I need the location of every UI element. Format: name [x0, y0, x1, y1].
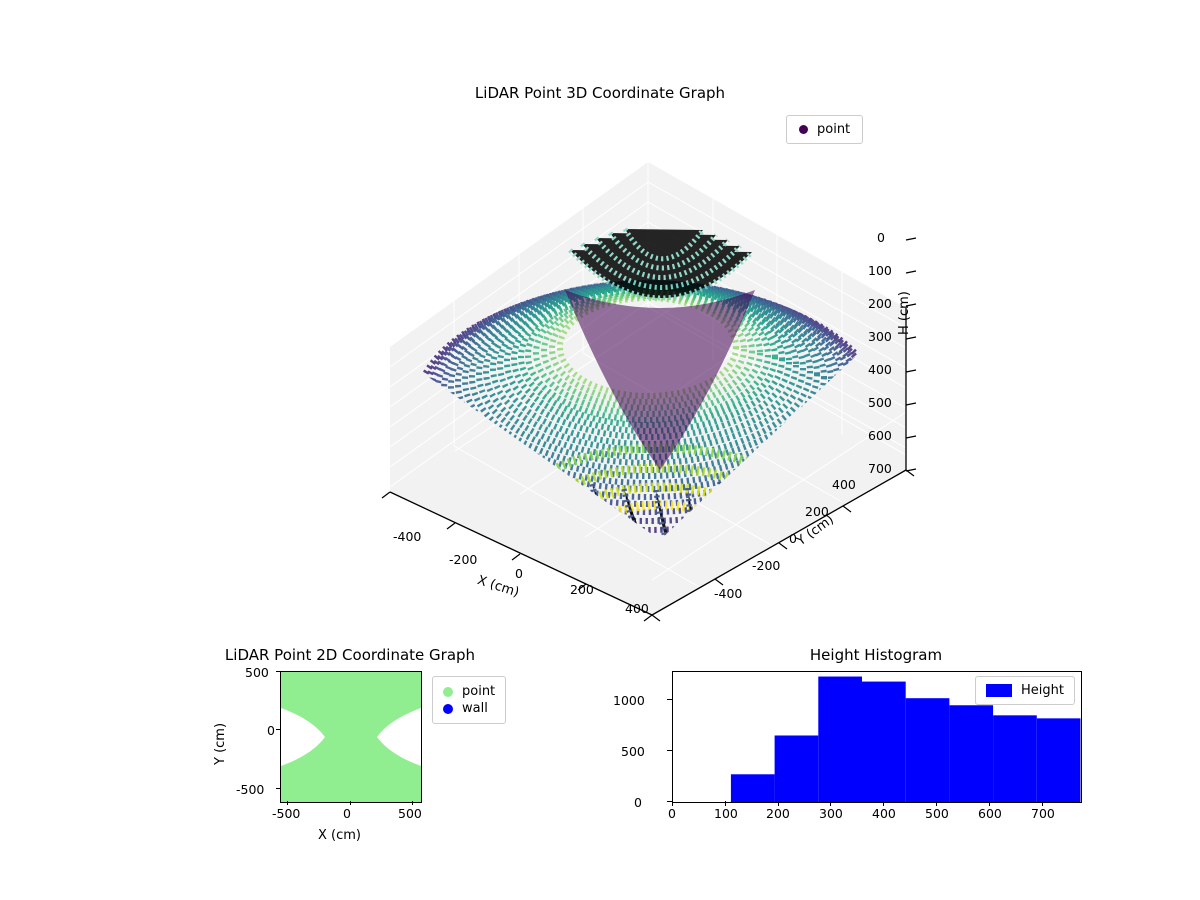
xtick-200: 200 — [570, 582, 594, 597]
height-swatch-icon — [986, 684, 1012, 697]
ytick-400: 400 — [832, 477, 856, 492]
yaxis-label-2d: Y (cm) — [213, 722, 228, 765]
ytickmark2d--500 — [276, 788, 280, 790]
ytick--200: -200 — [752, 558, 781, 573]
legend-3d[interactable]: point — [786, 115, 864, 144]
xtickmark-hist-0 — [672, 801, 674, 806]
histogram-bar — [949, 705, 994, 802]
xtick2d-0: 0 — [343, 806, 351, 821]
plot-2d-svg — [281, 672, 421, 802]
ytick-0: 0 — [789, 531, 797, 546]
ztick-700: 700 — [868, 461, 892, 476]
xtick-hist-200: 200 — [766, 806, 790, 821]
xtick2d-500: 500 — [398, 806, 422, 821]
ytick-hist-500: 500 — [621, 744, 645, 759]
xtick-hist-0: 0 — [668, 806, 676, 821]
histogram-bar — [905, 698, 950, 802]
plot-3d-svg — [381, 162, 917, 622]
point-marker-icon-2d — [443, 686, 453, 697]
histogram-bar — [818, 676, 862, 802]
legend-histogram[interactable]: Height — [975, 676, 1075, 705]
axis-x-spine-3d — [389, 491, 653, 616]
ztick-600: 600 — [868, 428, 892, 443]
xtickmark2d-500 — [412, 801, 414, 805]
legend-2d-row-point: point — [443, 683, 495, 700]
xtick-400: 400 — [625, 601, 649, 616]
ztick-500: 500 — [868, 395, 892, 410]
ztick-400: 400 — [868, 362, 892, 377]
panel-3d-title: LiDAR Point 3D Coordinate Graph — [474, 84, 726, 102]
legend-hist-label-height: Height — [1021, 683, 1064, 698]
axis-z-ticks-3d — [905, 237, 917, 472]
xtick-0: 0 — [515, 566, 523, 581]
axis-y-spine-3d — [651, 469, 907, 616]
legend-hist-row-height: Height — [986, 682, 1064, 699]
axis-y-ticks-3d — [651, 469, 915, 622]
ytick2d--500: -500 — [236, 782, 265, 797]
axes-histogram[interactable] — [672, 671, 1082, 803]
legend-2d-label-point: point — [462, 684, 496, 699]
histogram-bar — [730, 774, 775, 802]
ytick-hist-1000: 1000 — [613, 693, 645, 708]
xtickmark-hist-400 — [883, 801, 885, 806]
legend-2d-row-wall: wall — [443, 700, 488, 717]
xtick-hist-300: 300 — [819, 806, 843, 821]
inner-lip — [568, 227, 754, 301]
ztick-100: 100 — [868, 263, 892, 278]
xtick2d--500: -500 — [272, 806, 301, 821]
xtickmark-hist-700 — [1042, 801, 1044, 806]
xtickmark-hist-300 — [830, 801, 832, 806]
xtickmark-hist-500 — [936, 801, 938, 806]
histogram-bar — [993, 715, 1037, 802]
panel-2d-title: LiDAR Point 2D Coordinate Graph — [224, 646, 476, 664]
histogram-bar — [861, 681, 906, 802]
legend-2d[interactable]: point wall — [432, 676, 507, 724]
xtickmark-hist-200 — [778, 801, 780, 806]
histogram-bars — [730, 676, 1081, 802]
ztick-0: 0 — [877, 230, 885, 245]
xtick--200: -200 — [449, 552, 478, 567]
xtickmark-hist-600 — [989, 801, 991, 806]
ytickmark2d-0 — [276, 729, 280, 731]
xtickmark-hist-100 — [725, 801, 727, 806]
ztick-200: 200 — [868, 296, 892, 311]
point-cloud-2d — [281, 672, 421, 802]
ztick-300: 300 — [868, 329, 892, 344]
xtick-hist-100: 100 — [714, 806, 738, 821]
plot-hist-svg — [730, 676, 1081, 802]
histogram-bar — [774, 735, 819, 802]
axes-2d[interactable] — [280, 671, 422, 803]
ytickmark2d-500 — [276, 671, 280, 673]
xtick-hist-500: 500 — [925, 806, 949, 821]
funnel-shadow — [565, 290, 755, 470]
xtick-hist-400: 400 — [872, 806, 896, 821]
legend-2d-label-wall: wall — [462, 701, 488, 716]
ytick2d-500: 500 — [245, 665, 269, 680]
xtick--400: -400 — [393, 529, 422, 544]
panel-hist-title: Height Histogram — [809, 646, 943, 664]
xaxis-label-2d: X (cm) — [318, 828, 361, 843]
point-marker-icon — [799, 125, 808, 134]
ytickmark-hist-0 — [667, 801, 672, 803]
xtick-hist-700: 700 — [1031, 806, 1055, 821]
legend-3d-label-point: point — [817, 122, 851, 137]
ytick-200: 200 — [805, 504, 829, 519]
ytickmark-hist-1000 — [667, 699, 672, 701]
legend-3d-row-point: point — [799, 121, 850, 138]
histogram-bar — [1036, 718, 1081, 802]
wall-marker-icon-2d — [443, 703, 453, 714]
axes-3d[interactable] — [360, 140, 920, 640]
ytick2d-0: 0 — [267, 723, 275, 738]
xtick-hist-600: 600 — [978, 806, 1002, 821]
ytickmark-hist-500 — [667, 750, 672, 752]
ytick-hist-0: 0 — [634, 795, 642, 810]
xtickmark2d--500 — [287, 801, 289, 805]
ytick--400: -400 — [714, 586, 743, 601]
zaxis-label: H (cm) — [897, 291, 912, 335]
axis-x-ticks-3d — [381, 491, 653, 622]
xtickmark2d-0 — [350, 801, 352, 805]
